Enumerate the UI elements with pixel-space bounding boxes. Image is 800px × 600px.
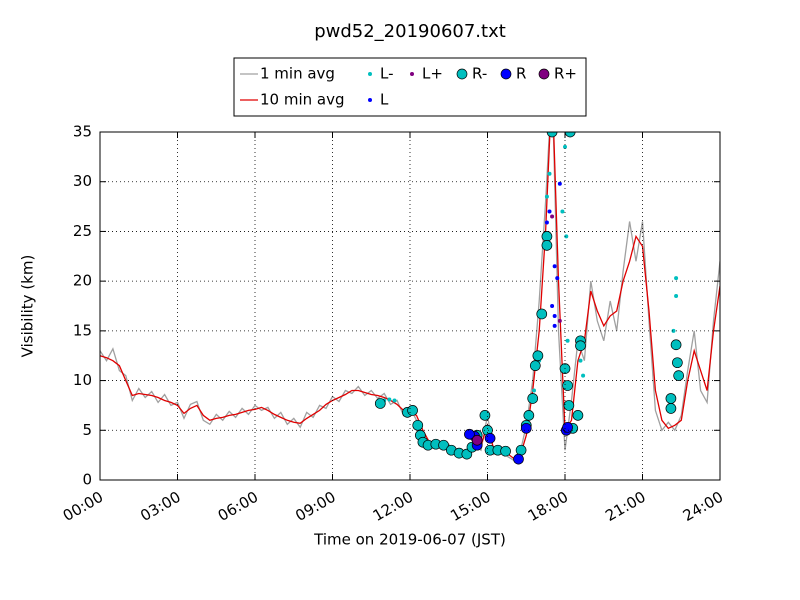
marker (552, 264, 557, 269)
marker (670, 339, 682, 351)
marker (532, 350, 544, 362)
legend-label: L (380, 91, 389, 109)
legend-swatch (368, 72, 372, 76)
y-axis-label: Visibility (km) (19, 255, 37, 358)
marker (527, 393, 539, 404)
marker (552, 313, 557, 318)
legend-label: 1 min avg (260, 65, 335, 83)
x-axis-label: Time on 2019-06-07 (JST) (313, 531, 506, 549)
marker (532, 388, 536, 393)
legend-swatch (456, 68, 468, 80)
legend-label: R+ (554, 65, 577, 83)
marker (578, 358, 583, 363)
marker (560, 209, 565, 214)
marker (529, 360, 541, 372)
chart-title: pwd52_20190607.txt (314, 21, 506, 42)
marker (547, 209, 552, 214)
y-tick-label: 30 (73, 172, 92, 190)
marker (547, 171, 552, 176)
marker (544, 220, 549, 225)
marker (555, 276, 560, 281)
marker (572, 410, 584, 421)
legend-label: L+ (422, 65, 443, 83)
marker (665, 403, 677, 414)
marker (550, 214, 555, 219)
marker (438, 439, 449, 451)
marker (541, 239, 553, 251)
marker (484, 432, 496, 444)
y-tick-label: 20 (73, 272, 92, 290)
marker (562, 421, 573, 433)
marker (464, 428, 475, 440)
marker (546, 132, 558, 138)
marker (544, 194, 549, 199)
marker (674, 276, 679, 281)
marker (671, 328, 676, 333)
marker (387, 397, 392, 402)
marker (515, 444, 527, 456)
marker (500, 445, 511, 457)
marker (575, 340, 586, 352)
marker (674, 294, 679, 299)
marker (564, 132, 576, 138)
legend-swatch (410, 72, 414, 76)
y-tick-label: 10 (73, 371, 92, 389)
marker (513, 453, 524, 465)
legend-label: R- (472, 65, 487, 83)
y-tick-label: 15 (73, 321, 92, 339)
marker (479, 410, 491, 421)
legend (233, 57, 587, 117)
marker (565, 338, 570, 343)
marker (581, 373, 586, 378)
marker (541, 231, 553, 242)
marker (550, 304, 555, 308)
legend-label: R (516, 65, 526, 83)
marker (563, 400, 575, 411)
marker (557, 181, 562, 186)
marker (523, 410, 535, 421)
legend-label: L- (380, 65, 394, 83)
marker (392, 398, 397, 403)
marker (665, 393, 677, 404)
legend-swatch (500, 68, 512, 80)
y-tick-label: 0 (82, 471, 92, 489)
marker (520, 422, 532, 434)
legend-swatch (538, 68, 550, 80)
marker (562, 380, 573, 391)
marker (552, 323, 557, 328)
marker (672, 357, 683, 369)
marker (412, 419, 424, 431)
marker (536, 308, 548, 320)
marker (673, 370, 685, 381)
legend-swatch (368, 98, 372, 102)
marker (407, 405, 418, 416)
marker (564, 234, 569, 239)
marker (563, 144, 567, 149)
y-tick-label: 35 (73, 123, 92, 141)
marker (374, 398, 386, 409)
marker (471, 434, 483, 446)
y-tick-label: 25 (73, 222, 92, 240)
y-tick-label: 5 (82, 421, 92, 439)
legend-label: 10 min avg (260, 91, 345, 109)
marker (557, 318, 562, 323)
